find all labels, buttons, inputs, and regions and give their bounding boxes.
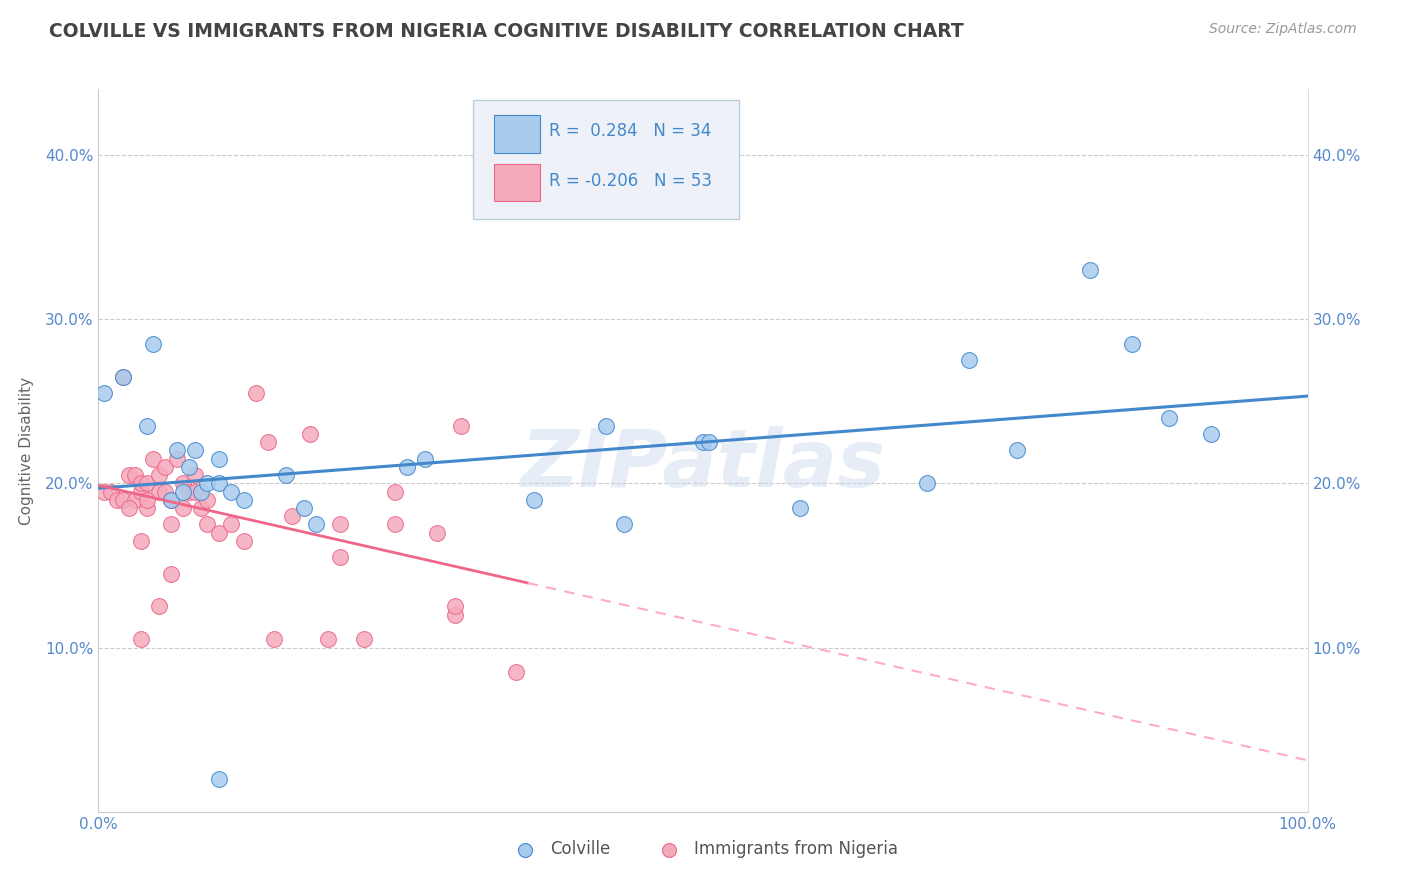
Point bbox=[274, 468, 297, 483]
Point bbox=[160, 517, 183, 532]
Point bbox=[190, 484, 212, 499]
Point bbox=[692, 435, 714, 450]
Point bbox=[613, 517, 636, 532]
Point bbox=[505, 665, 527, 680]
Point bbox=[100, 484, 122, 499]
Point bbox=[111, 492, 134, 507]
Point bbox=[232, 533, 254, 548]
Point bbox=[118, 500, 141, 515]
Point bbox=[179, 459, 201, 474]
Point bbox=[172, 484, 194, 499]
Point bbox=[129, 533, 152, 548]
Point bbox=[166, 443, 188, 458]
Point bbox=[1157, 410, 1180, 425]
Point bbox=[129, 476, 152, 491]
Point bbox=[1121, 336, 1143, 351]
Point bbox=[384, 517, 406, 532]
Point bbox=[292, 500, 315, 515]
Point bbox=[179, 484, 201, 499]
Point bbox=[789, 500, 811, 515]
Point bbox=[195, 492, 218, 507]
Legend: Colville, Immigrants from Nigeria: Colville, Immigrants from Nigeria bbox=[502, 833, 904, 865]
Point bbox=[305, 517, 328, 532]
Point bbox=[444, 607, 467, 622]
Point bbox=[413, 451, 436, 466]
Point bbox=[105, 492, 128, 507]
Point bbox=[142, 336, 165, 351]
Point bbox=[135, 492, 157, 507]
Point bbox=[148, 468, 170, 483]
Point bbox=[184, 468, 207, 483]
Point bbox=[111, 369, 134, 384]
Text: R =  0.284   N = 34: R = 0.284 N = 34 bbox=[550, 121, 711, 140]
Point bbox=[129, 632, 152, 647]
Point bbox=[208, 772, 231, 786]
Point bbox=[93, 386, 115, 401]
Point bbox=[124, 468, 146, 483]
Point bbox=[190, 500, 212, 515]
Point bbox=[450, 418, 472, 433]
Point bbox=[697, 435, 720, 450]
Point bbox=[395, 459, 418, 474]
FancyBboxPatch shape bbox=[494, 163, 540, 202]
Point bbox=[444, 599, 467, 614]
Point bbox=[245, 386, 267, 401]
Point bbox=[184, 443, 207, 458]
Point bbox=[135, 418, 157, 433]
Point bbox=[329, 517, 352, 532]
Text: Source: ZipAtlas.com: Source: ZipAtlas.com bbox=[1209, 22, 1357, 37]
Point bbox=[195, 517, 218, 532]
Point bbox=[1078, 262, 1101, 277]
Point bbox=[184, 484, 207, 499]
Point bbox=[93, 484, 115, 499]
Text: COLVILLE VS IMMIGRANTS FROM NIGERIA COGNITIVE DISABILITY CORRELATION CHART: COLVILLE VS IMMIGRANTS FROM NIGERIA COGN… bbox=[49, 22, 965, 41]
Point bbox=[111, 369, 134, 384]
FancyBboxPatch shape bbox=[494, 115, 540, 153]
Point bbox=[232, 492, 254, 507]
Point bbox=[148, 484, 170, 499]
Point bbox=[353, 632, 375, 647]
Point bbox=[135, 500, 157, 515]
Y-axis label: Cognitive Disability: Cognitive Disability bbox=[18, 376, 34, 524]
Point bbox=[595, 418, 617, 433]
Point bbox=[160, 566, 183, 581]
Point bbox=[148, 599, 170, 614]
Point bbox=[142, 451, 165, 466]
Point bbox=[160, 492, 183, 507]
Point bbox=[221, 484, 243, 499]
Point bbox=[135, 476, 157, 491]
Point bbox=[281, 509, 304, 524]
Point bbox=[1199, 427, 1222, 442]
Point bbox=[160, 492, 183, 507]
Point bbox=[208, 451, 231, 466]
Point bbox=[208, 525, 231, 540]
Point bbox=[263, 632, 285, 647]
Point bbox=[316, 632, 339, 647]
Point bbox=[118, 468, 141, 483]
Point bbox=[153, 459, 176, 474]
Point bbox=[129, 484, 152, 499]
Point bbox=[915, 476, 938, 491]
Point bbox=[426, 525, 449, 540]
Point bbox=[172, 500, 194, 515]
Point bbox=[957, 353, 980, 368]
Point bbox=[195, 476, 218, 491]
Point bbox=[172, 476, 194, 491]
Point bbox=[166, 451, 188, 466]
Point bbox=[1007, 443, 1029, 458]
Point bbox=[221, 517, 243, 532]
Point bbox=[329, 550, 352, 565]
Point bbox=[124, 492, 146, 507]
Point bbox=[208, 476, 231, 491]
Text: ZIPatlas: ZIPatlas bbox=[520, 425, 886, 504]
Point bbox=[523, 492, 546, 507]
Text: R = -0.206   N = 53: R = -0.206 N = 53 bbox=[550, 172, 713, 190]
Point bbox=[384, 484, 406, 499]
FancyBboxPatch shape bbox=[474, 100, 740, 219]
Point bbox=[299, 427, 322, 442]
Point bbox=[153, 484, 176, 499]
Point bbox=[256, 435, 278, 450]
